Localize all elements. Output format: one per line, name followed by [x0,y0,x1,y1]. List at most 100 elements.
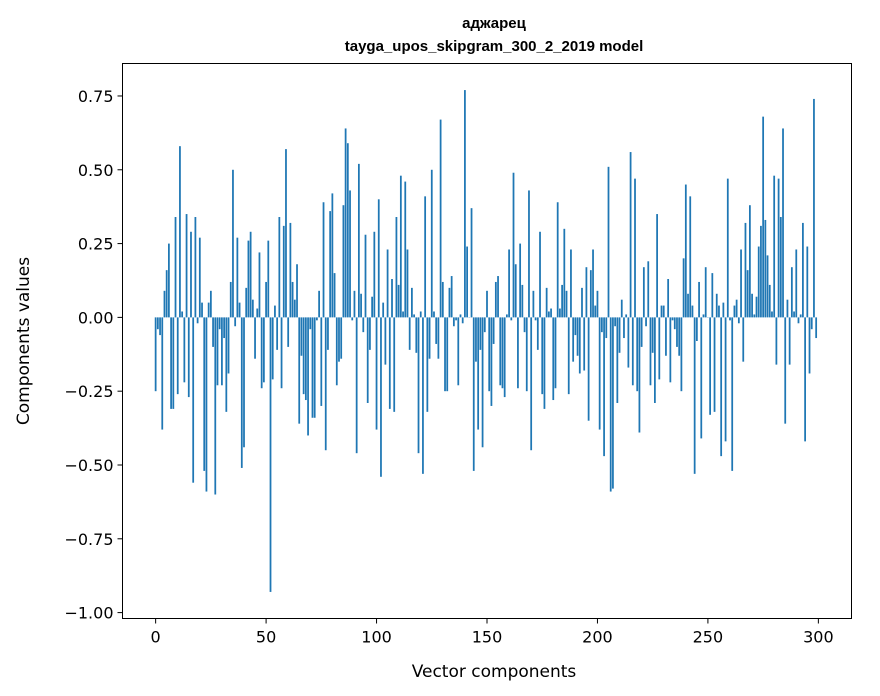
bar [240,317,243,468]
bar [737,317,740,324]
bar [766,255,769,318]
bar [545,287,548,318]
bar [448,287,451,318]
bar [547,311,550,318]
bar [247,240,250,318]
bar [192,317,195,483]
bar [649,317,652,386]
bar [585,267,588,318]
bar [709,317,712,415]
bar [218,317,221,330]
bar [753,314,756,318]
bar [185,214,188,318]
bar [483,317,486,333]
bar [691,305,694,318]
y-tick-label: −0.25 [64,382,113,401]
bar [267,240,270,318]
bar [662,305,665,318]
bar [629,152,632,318]
bar [413,314,415,318]
bar [293,299,296,318]
y-tick-label: 0.75 [78,87,114,106]
bar [790,267,793,318]
bar [163,290,166,318]
bar [391,279,393,318]
bar [726,178,729,318]
bar [276,317,279,350]
bar [298,317,301,424]
bar [161,317,164,430]
bar [452,317,455,327]
bar [475,317,477,362]
bar [603,317,605,457]
bar [181,311,184,318]
bar [563,228,566,318]
bar [490,317,493,406]
bar [689,196,692,318]
bar [369,317,371,350]
bar [296,264,298,318]
bar [477,317,480,430]
bar [441,281,444,318]
bar [715,293,718,318]
bar [556,202,559,318]
bar [793,311,795,318]
bar [377,199,380,318]
bar [262,317,265,383]
bar [786,299,789,318]
bar [207,302,210,318]
bar [287,317,290,347]
bar [536,317,539,350]
bar [638,317,641,433]
bar [720,317,723,457]
bar [764,219,767,318]
bar [300,317,303,356]
bar [702,314,705,318]
bar [331,193,334,318]
bar [777,178,780,318]
bar [782,128,784,318]
bar [426,317,429,412]
bar [203,317,206,471]
bar [762,116,765,318]
bar [238,302,241,318]
bar [302,317,305,395]
bar [285,149,287,318]
bar [243,317,245,448]
bar [698,281,700,318]
bar [172,317,175,409]
bar [574,317,577,336]
bar [665,317,667,356]
bar [680,317,683,392]
bar [517,317,519,389]
bar [609,317,612,492]
bar [481,317,484,448]
bar [371,296,374,318]
bar [724,317,727,442]
bar [614,317,617,327]
bar [594,305,597,318]
bar [735,299,738,318]
bar [528,190,530,318]
y-tick-label: −0.75 [64,530,113,549]
bar [360,293,362,318]
bar [260,317,263,389]
bar [382,302,385,318]
bar [422,317,424,474]
bar [554,317,557,389]
bar [227,317,230,374]
bar [642,267,645,318]
bar [433,311,435,318]
bar [165,270,168,318]
bar [567,317,570,395]
bar [748,205,751,318]
bar [406,249,409,318]
y-tick-label: −0.50 [64,456,113,475]
bar [532,290,535,318]
chart-title: аджарец [462,15,527,32]
bar [810,317,813,330]
bar [559,308,561,318]
bar [678,317,681,356]
bar [479,317,482,350]
bar [349,190,351,318]
